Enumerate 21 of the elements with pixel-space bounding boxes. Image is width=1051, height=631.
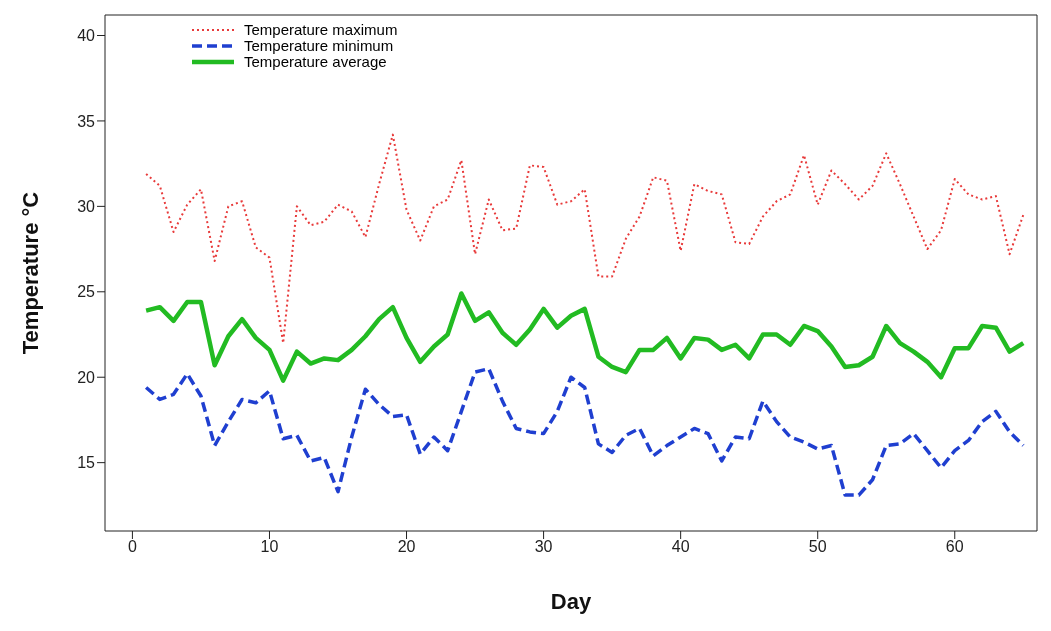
x-tick-label: 60 (945, 538, 964, 556)
x-tick-label: 30 (534, 538, 553, 556)
y-tick-label: 25 (77, 283, 96, 301)
line-series (145, 133, 1025, 345)
x-tick-label: 20 (397, 538, 416, 556)
x-tick-label: 50 (808, 538, 827, 556)
line-series (144, 366, 1026, 497)
legend-label: Temperature average (244, 53, 387, 70)
y-tick-label: 20 (77, 368, 96, 386)
y-tick-label: 40 (77, 27, 96, 45)
y-tick-label: 35 (77, 112, 96, 130)
legend-label: Temperature minimum (244, 37, 394, 54)
line-series (143, 291, 1026, 383)
y-tick-label: 15 (77, 454, 96, 472)
x-axis-title: Day (550, 589, 592, 614)
legend-label: Temperature maximum (244, 21, 398, 38)
x-tick-label: 10 (260, 538, 279, 556)
y-axis-title: Temperature °C (17, 191, 43, 355)
y-tick-label: 30 (77, 198, 96, 216)
x-tick-label: 40 (671, 538, 690, 556)
x-tick-label: 0 (127, 538, 137, 556)
